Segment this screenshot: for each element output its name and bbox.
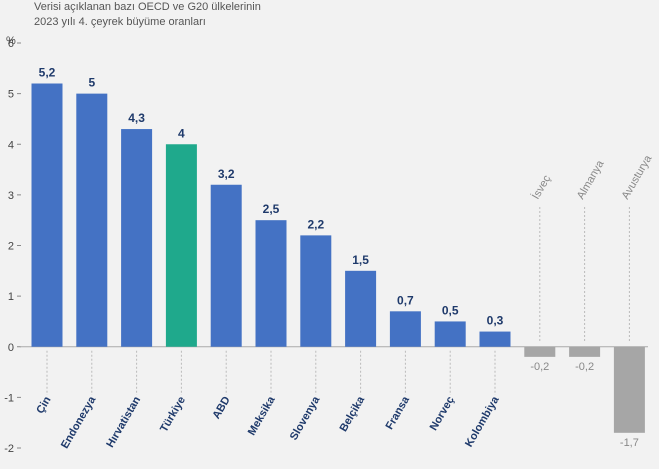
bar-10 bbox=[479, 331, 511, 347]
category-label-0: Çin bbox=[34, 394, 53, 416]
bar-13 bbox=[613, 346, 645, 433]
value-label-12: -0,2 bbox=[575, 361, 594, 373]
value-label-10: 0,3 bbox=[487, 314, 504, 328]
y-tick-label: -1 bbox=[4, 392, 14, 404]
bar-1 bbox=[76, 93, 108, 347]
bar-0 bbox=[31, 83, 63, 347]
category-label-7: Belçika bbox=[338, 394, 368, 434]
category-label-9: Norveç bbox=[428, 395, 457, 433]
chart-title: Verisi açıklanan bazı OECD ve G20 ülkele… bbox=[34, 0, 261, 30]
category-label-13: Avusturya bbox=[620, 153, 655, 202]
category-label-8: Fransa bbox=[384, 394, 413, 432]
y-tick-label: 5 bbox=[8, 89, 14, 101]
value-label-5: 2,5 bbox=[263, 202, 280, 216]
bar-7 bbox=[345, 270, 377, 347]
category-label-3: Türkiye bbox=[158, 395, 188, 435]
y-tick-label: 3 bbox=[8, 190, 14, 202]
chart-title-line2: 2023 yılı 4. çeyrek büyüme oranları bbox=[34, 16, 206, 28]
y-tick-label: 4 bbox=[8, 139, 14, 151]
y-axis-unit: % bbox=[6, 35, 16, 47]
y-tick-label: 0 bbox=[8, 342, 14, 354]
chart-title-line1: Verisi açıklanan bazı OECD ve G20 ülkele… bbox=[34, 1, 261, 13]
value-label-6: 2,2 bbox=[307, 217, 324, 231]
value-label-0: 5,2 bbox=[39, 66, 56, 80]
value-label-4: 3,2 bbox=[218, 167, 235, 181]
bar-6 bbox=[300, 235, 332, 347]
category-label-5: Meksika bbox=[246, 394, 278, 438]
category-label-11: İsveç bbox=[529, 172, 553, 201]
value-label-7: 1,5 bbox=[352, 253, 369, 267]
bar-9 bbox=[434, 321, 466, 347]
category-label-2: Hırvatistan bbox=[104, 394, 143, 449]
category-label-12: Almanya bbox=[575, 158, 607, 202]
value-label-13: -1,7 bbox=[620, 437, 639, 449]
value-label-9: 0,5 bbox=[442, 303, 459, 317]
value-label-8: 0,7 bbox=[397, 293, 414, 307]
bar-8 bbox=[389, 311, 421, 347]
value-label-3: 4 bbox=[178, 126, 185, 140]
category-label-6: Slovenya bbox=[288, 394, 323, 443]
category-label-4: ABD bbox=[210, 394, 232, 421]
y-tick-label: -2 bbox=[4, 443, 14, 455]
y-tick-label: 2 bbox=[8, 241, 14, 253]
value-label-2: 4,3 bbox=[128, 111, 145, 125]
bar-12 bbox=[569, 346, 601, 357]
value-label-1: 5 bbox=[88, 76, 95, 90]
y-tick-label: 6 bbox=[8, 38, 14, 50]
category-label-1: Endonezya bbox=[59, 394, 99, 451]
bar-3 bbox=[165, 144, 197, 347]
category-label-10: Kolombiya bbox=[463, 394, 502, 449]
bar-5 bbox=[255, 220, 287, 347]
bar-11 bbox=[524, 346, 556, 357]
y-tick-label: 1 bbox=[8, 291, 14, 303]
bar-4 bbox=[210, 184, 242, 347]
bar-2 bbox=[121, 129, 153, 347]
value-label-11: -0,2 bbox=[530, 361, 549, 373]
